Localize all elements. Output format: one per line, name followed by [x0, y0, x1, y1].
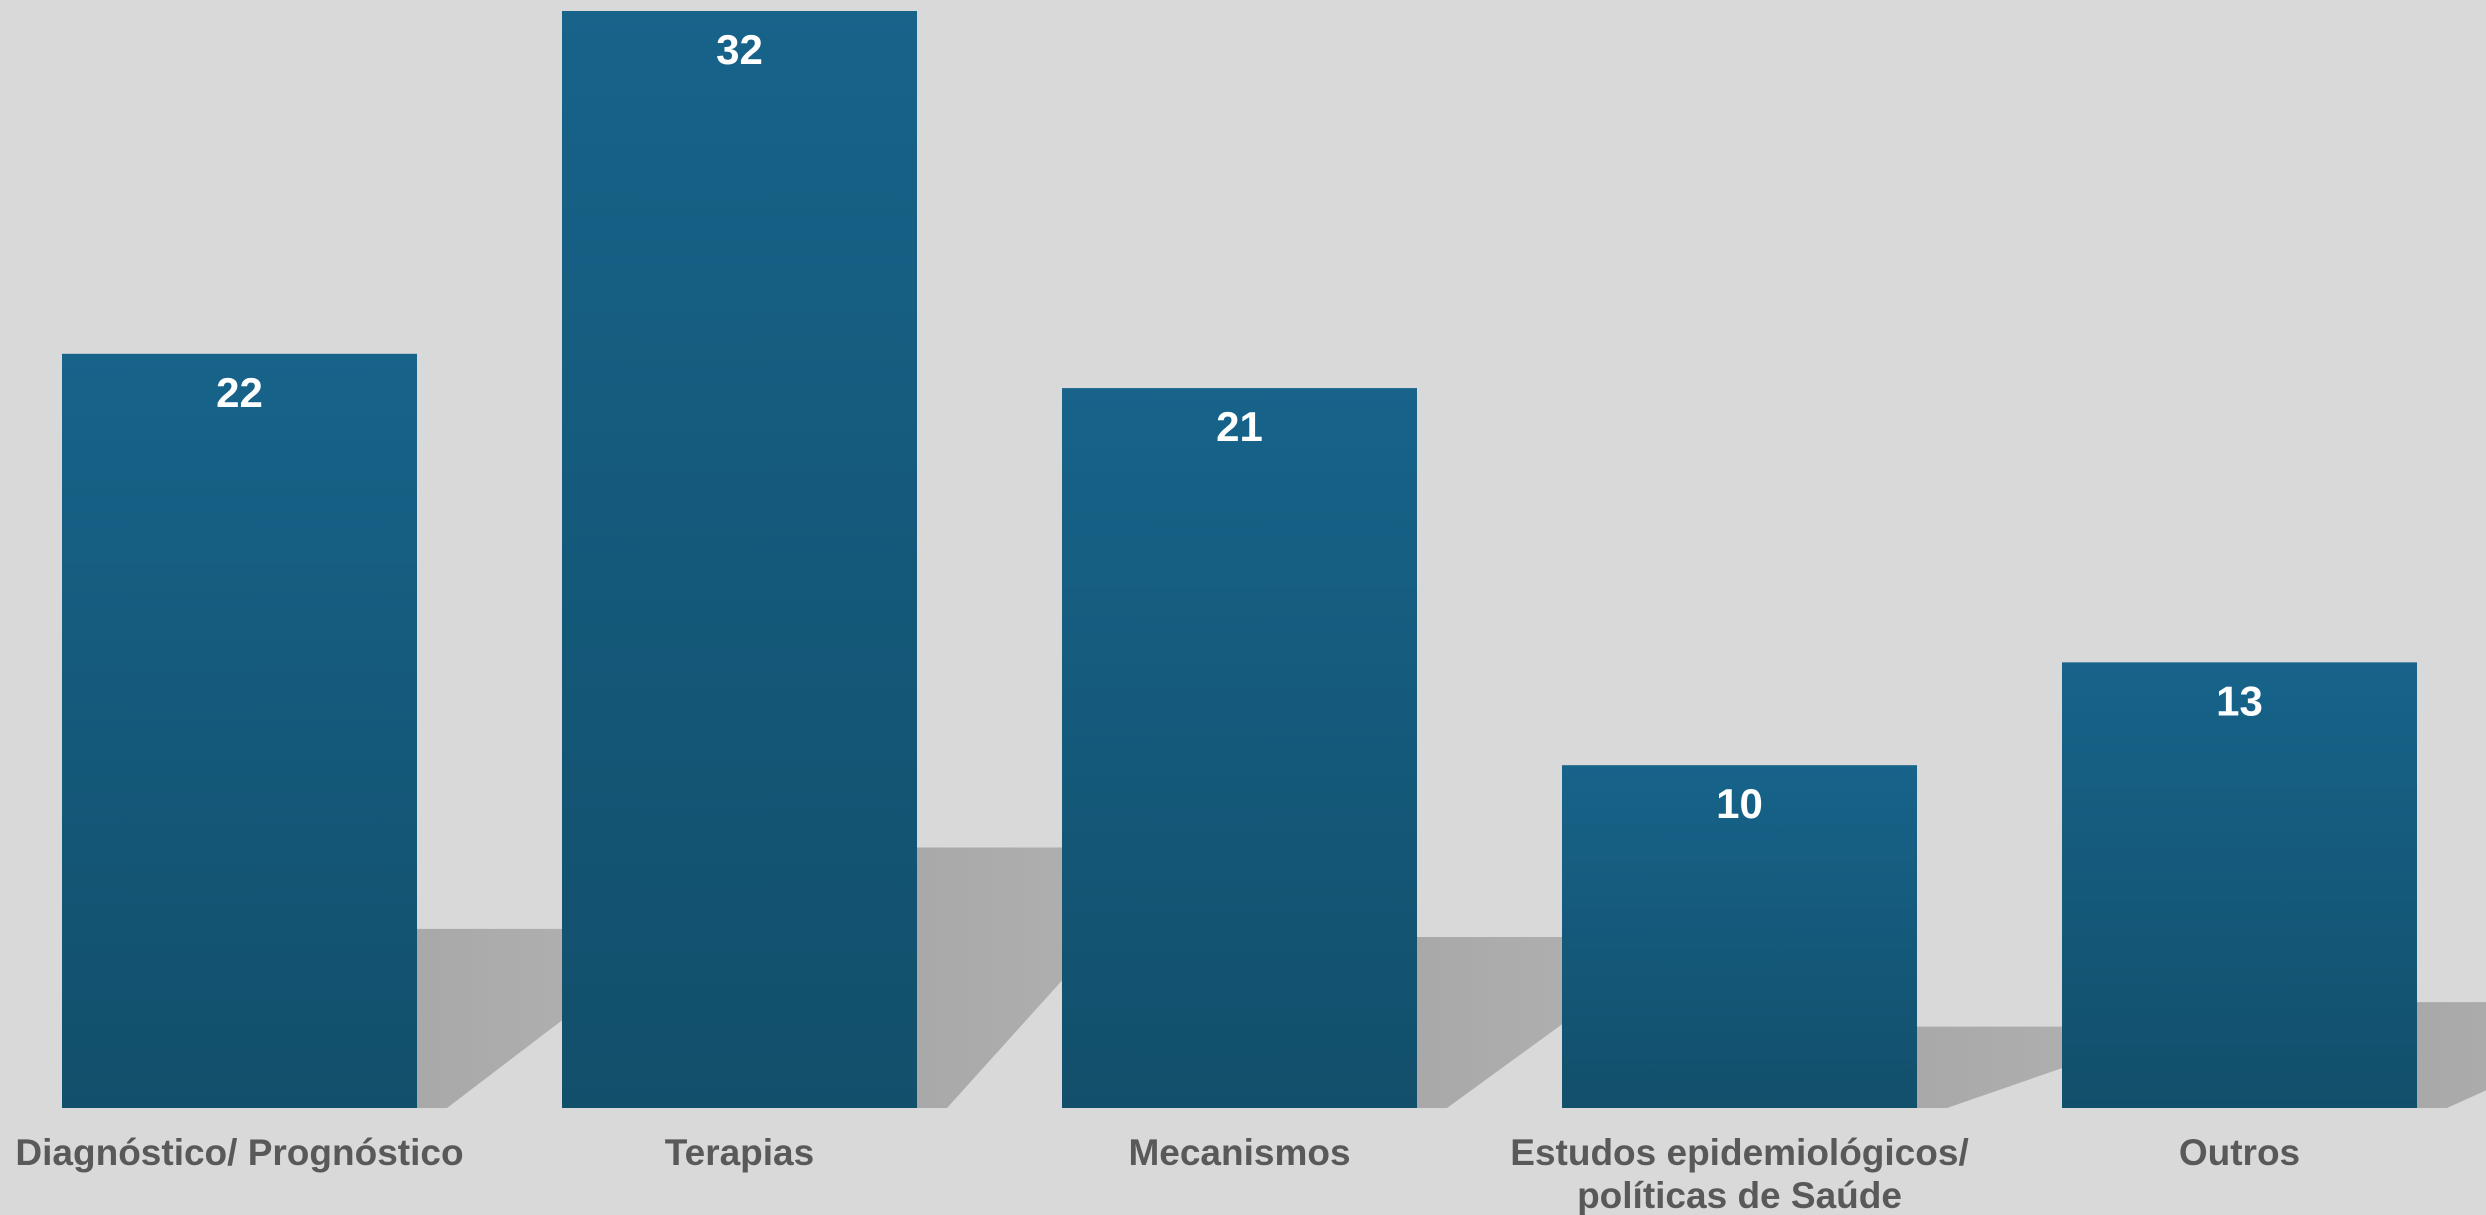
category-label-line: Diagnóstico/ Prognóstico: [15, 1132, 463, 1173]
category-label-line: Outros: [2179, 1132, 2300, 1173]
bars: [62, 11, 2417, 1108]
bar: [562, 11, 917, 1108]
category-label-line: políticas de Saúde: [1577, 1175, 1902, 1215]
data-label: 22: [216, 369, 263, 416]
category-label: Terapias: [665, 1132, 814, 1173]
data-labels: 22 32 21 10 13: [216, 26, 2263, 827]
category-label-line: Mecanismos: [1128, 1132, 1350, 1173]
category-label-line: Terapias: [665, 1132, 814, 1173]
category-labels: Diagnóstico/ Prognóstico Terapias Mecanism…: [15, 1132, 2300, 1215]
bar: [62, 353, 417, 1108]
category-label-line: Estudos epidemiológicos/: [1510, 1132, 1968, 1173]
category-label: Mecanismos: [1128, 1132, 1350, 1173]
bar: [1062, 388, 1417, 1108]
bar: [2062, 662, 2417, 1108]
data-label: 10: [1716, 780, 1763, 827]
category-label: Estudos epidemiológicos/políticas de Saú…: [1510, 1132, 1968, 1215]
data-label: 13: [2216, 677, 2263, 724]
category-label: Outros: [2179, 1132, 2300, 1173]
data-label: 32: [716, 26, 763, 73]
bar: [1562, 765, 1917, 1108]
data-label: 21: [1216, 403, 1263, 450]
bar-shadow: [2417, 1002, 2486, 1108]
category-label: Diagnóstico/ Prognóstico: [15, 1132, 463, 1173]
